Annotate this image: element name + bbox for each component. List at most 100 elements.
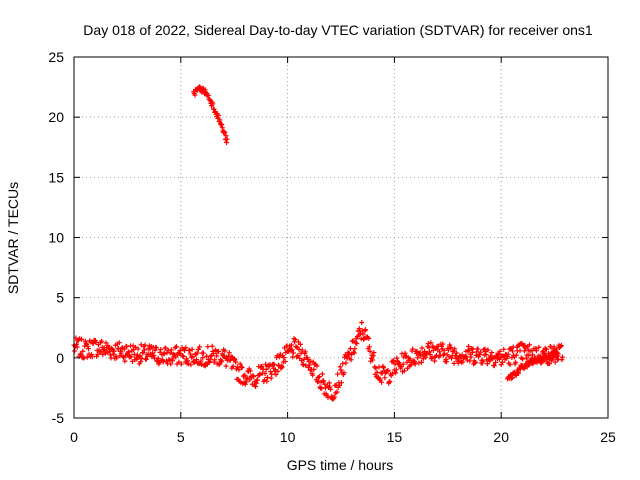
- data-point: [401, 368, 407, 374]
- data-point: [222, 130, 228, 136]
- data-point: [367, 348, 373, 354]
- data-point: [370, 357, 376, 363]
- data-point: [521, 348, 527, 354]
- data-point: [155, 355, 161, 361]
- data-point: [334, 389, 340, 395]
- data-point: [387, 379, 393, 385]
- y-tick-label: 5: [56, 290, 64, 306]
- data-point: [211, 106, 217, 112]
- data-point: [517, 348, 523, 354]
- data-point: [275, 368, 281, 374]
- data-point: [354, 340, 360, 346]
- data-point: [341, 370, 347, 376]
- data-point: [161, 351, 167, 357]
- data-point: [449, 355, 455, 361]
- data-point: [302, 349, 308, 355]
- data-point: [321, 378, 327, 384]
- data-point: [420, 356, 426, 362]
- data-point: [198, 358, 204, 364]
- data-point: [338, 380, 344, 386]
- data-point: [507, 362, 513, 368]
- data-point: [417, 349, 423, 355]
- data-point: [326, 380, 332, 386]
- data-point: [227, 357, 233, 363]
- data-point: [423, 351, 429, 357]
- data-point: [128, 354, 134, 360]
- data-point: [176, 359, 182, 365]
- data-point: [541, 357, 547, 363]
- data-point: [466, 344, 472, 350]
- data-point: [153, 345, 159, 351]
- data-point: [314, 363, 320, 369]
- data-point: [192, 92, 198, 98]
- y-tick-label: 15: [48, 169, 64, 185]
- data-point: [424, 350, 430, 356]
- data-point: [290, 350, 296, 356]
- data-point: [122, 358, 128, 364]
- data-point: [558, 342, 564, 348]
- data-point: [307, 362, 313, 368]
- data-point: [80, 355, 86, 361]
- data-point: [412, 359, 418, 365]
- data-point: [335, 371, 341, 377]
- data-point: [224, 136, 230, 142]
- data-point: [116, 340, 122, 346]
- data-point: [428, 356, 434, 362]
- data-point: [192, 359, 198, 365]
- data-point: [178, 361, 184, 367]
- data-point: [197, 84, 203, 90]
- data-point: [337, 382, 343, 388]
- data-point: [106, 349, 112, 355]
- data-point: [212, 347, 218, 353]
- data-point: [209, 343, 215, 349]
- data-point: [470, 346, 476, 352]
- data-point: [454, 350, 460, 356]
- data-point: [482, 348, 488, 354]
- data-point: [308, 358, 314, 364]
- data-point: [501, 346, 507, 352]
- data-point: [310, 372, 316, 378]
- data-point: [523, 355, 529, 361]
- data-point: [472, 360, 478, 366]
- data-point: [177, 347, 183, 353]
- data-point: [167, 350, 173, 356]
- data-point: [204, 353, 210, 359]
- data-point: [288, 342, 294, 348]
- data-point: [513, 359, 519, 365]
- data-point: [444, 359, 450, 365]
- data-point: [185, 361, 191, 367]
- data-point: [457, 353, 463, 359]
- data-point: [363, 327, 369, 333]
- data-point: [440, 341, 446, 347]
- data-point: [482, 346, 488, 352]
- data-point: [264, 375, 270, 381]
- data-point: [297, 341, 303, 347]
- data-point: [223, 133, 229, 139]
- data-point: [74, 341, 80, 347]
- data-point: [429, 355, 435, 361]
- data-point: [366, 344, 372, 350]
- data-point: [402, 350, 408, 356]
- data-point: [552, 359, 558, 365]
- data-point: [480, 358, 486, 364]
- data-point: [242, 381, 248, 387]
- data-point: [212, 357, 218, 363]
- data-point: [275, 362, 281, 368]
- data-point: [472, 359, 478, 365]
- data-point: [84, 354, 90, 360]
- data-point: [244, 379, 250, 385]
- data-point: [111, 351, 117, 357]
- data-point: [222, 348, 228, 354]
- data-point: [277, 354, 283, 360]
- data-point: [99, 338, 105, 344]
- data-point: [516, 370, 522, 376]
- data-point: [415, 355, 421, 361]
- data-point: [533, 348, 539, 354]
- data-point: [282, 358, 288, 364]
- data-point: [85, 346, 91, 352]
- data-point: [427, 352, 433, 358]
- data-point: [253, 384, 259, 390]
- data-point: [185, 358, 191, 364]
- data-point: [496, 352, 502, 358]
